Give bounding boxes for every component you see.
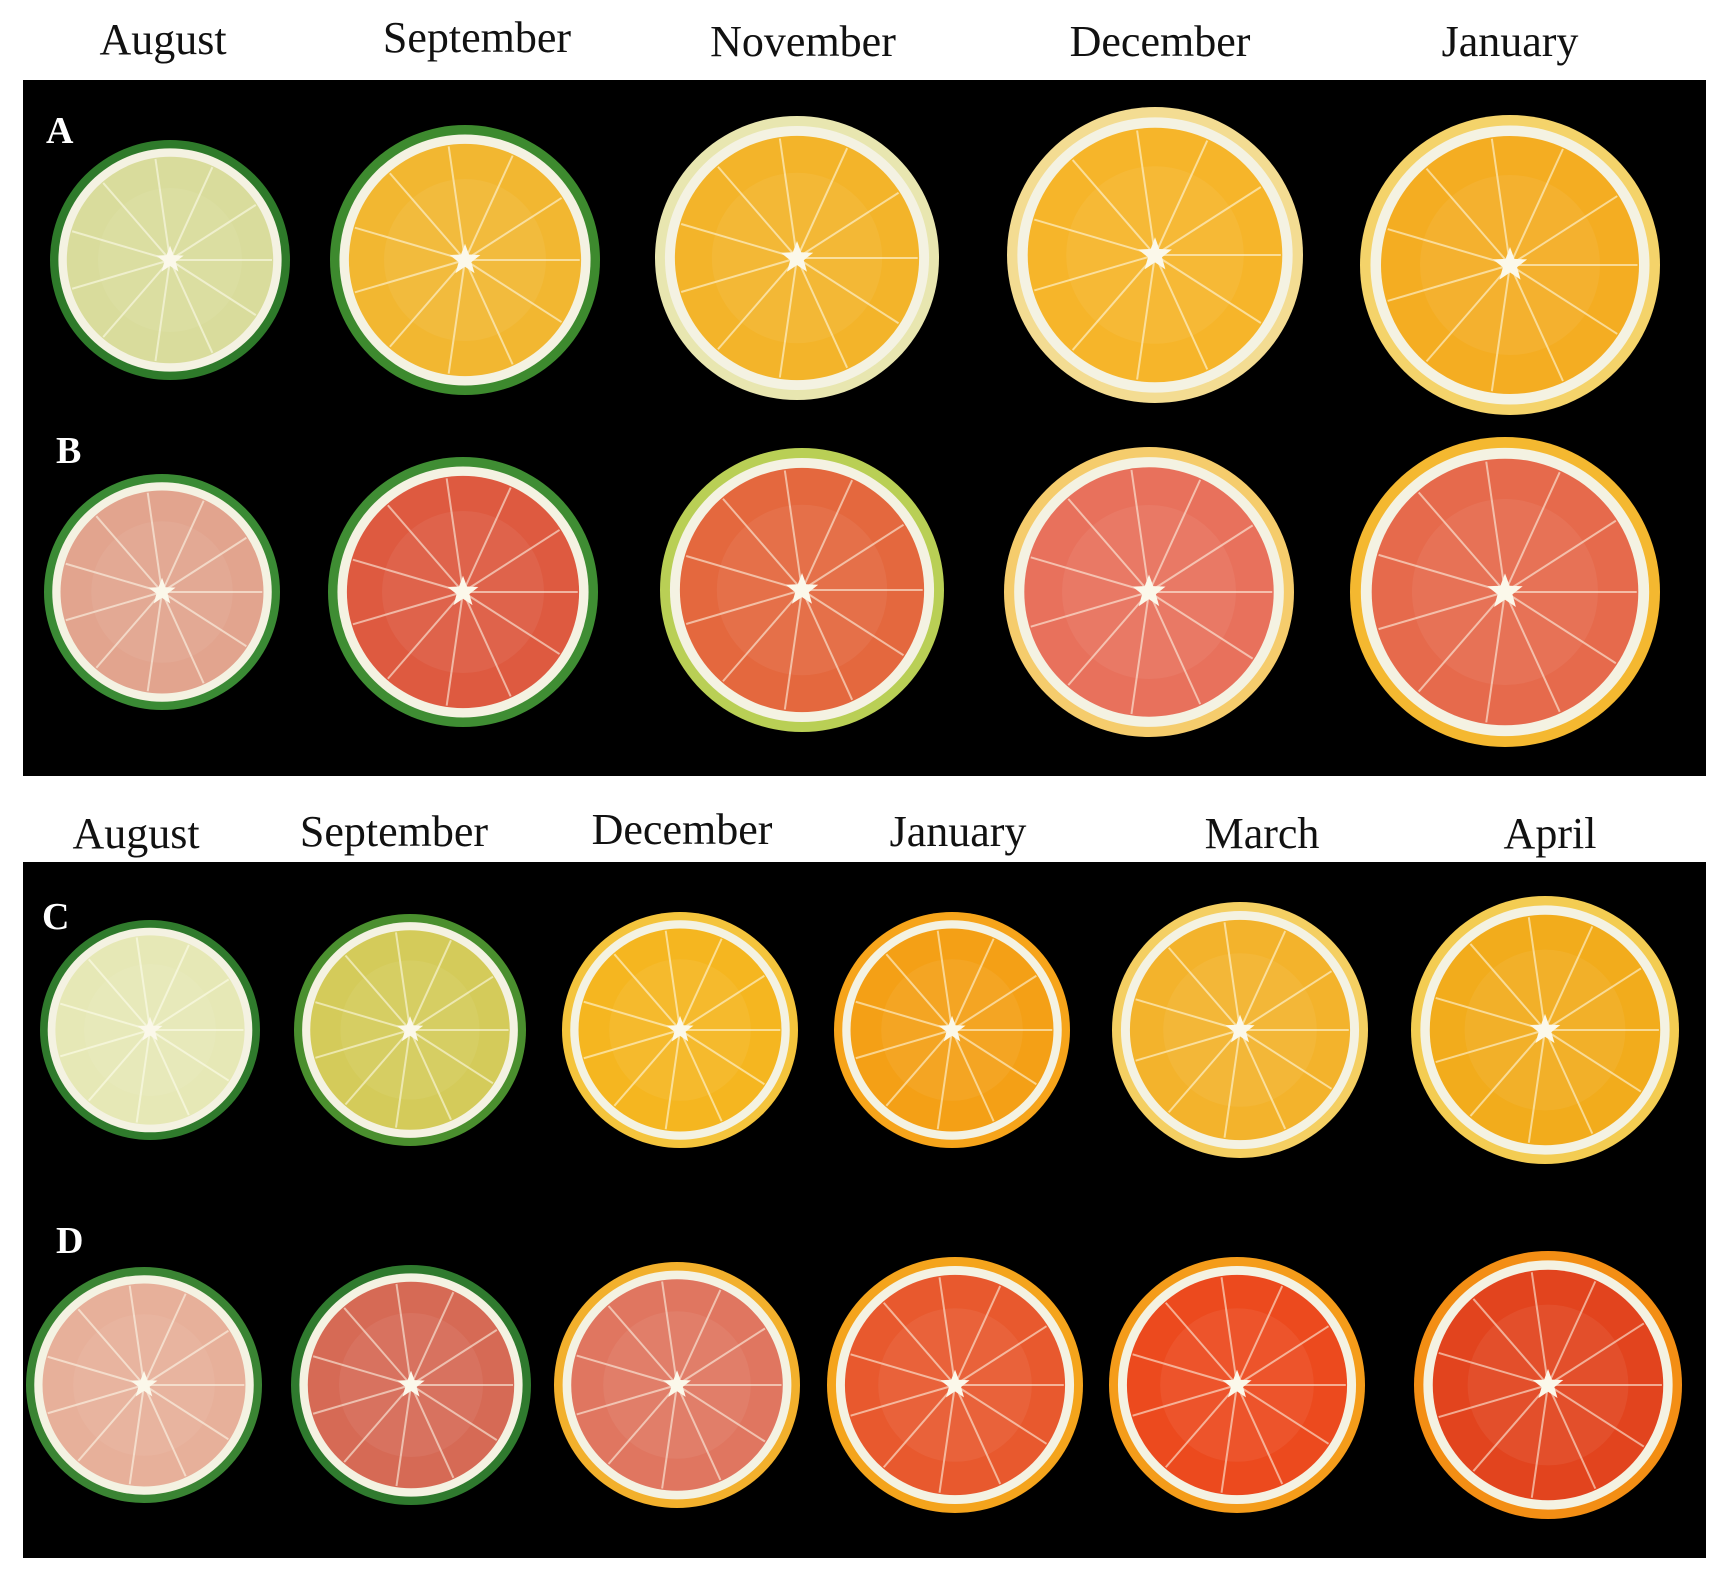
fruit-c-4 [834,912,1070,1148]
fruit-a-5 [1360,115,1660,415]
fruit-d-1 [26,1267,262,1503]
month-label-bottom-6: April [1503,809,1597,858]
fruit-c-3 [562,912,798,1148]
fruit-b-5 [1350,437,1660,747]
month-label-top-1: August [99,15,227,64]
fruit-d-6 [1414,1251,1682,1519]
row-label-d: D [56,1220,84,1262]
fruit-a-3 [655,116,939,400]
fruit-c-5 [1112,902,1368,1158]
fruit-a-2 [330,125,600,395]
month-label-top-4: December [1069,17,1251,66]
fruit-b-3 [660,448,944,732]
month-label-top-3: November [710,17,896,66]
month-label-bottom-5: March [1204,809,1320,858]
fruit-d-5 [1109,1257,1365,1513]
fruit-b-4 [1004,447,1294,737]
fruit-d-4 [827,1257,1083,1513]
fruit-a-4 [1007,107,1303,403]
fruit-d-2 [291,1265,531,1505]
month-label-bottom-1: August [72,809,200,858]
row-label-a: A [46,110,74,152]
fruit-c-6 [1411,896,1679,1164]
row-label-b: B [56,430,82,472]
fruit-b-2 [328,457,598,727]
month-label-top-5: January [1441,17,1579,66]
row-label-c: C [42,896,70,938]
fruit-b-1 [44,474,280,710]
month-label-bottom-3: December [591,805,773,854]
month-label-top-2: September [382,13,572,62]
month-label-bottom-4: January [889,807,1027,856]
fruit-a-1 [50,140,290,380]
fruit-c-2 [294,914,526,1146]
month-label-bottom-2: September [299,807,489,856]
fruit-c-1 [40,920,260,1140]
fruit-d-3 [554,1262,800,1508]
